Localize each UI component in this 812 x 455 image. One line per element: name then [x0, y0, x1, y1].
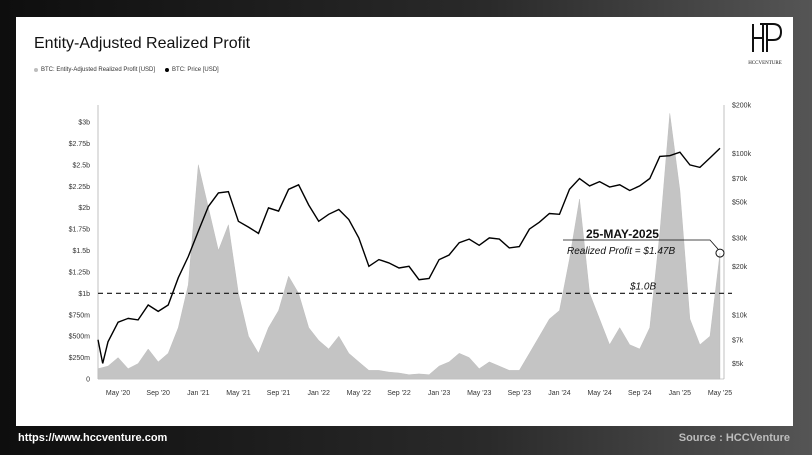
- y-left-tick-label: $2.75b: [69, 141, 91, 148]
- x-tick-label: Sep '24: [628, 390, 652, 397]
- x-tick-label: Jan '23: [428, 390, 450, 397]
- realized-profit-area: [97, 113, 721, 380]
- chart-title: Entity-Adjusted Realized Profit: [34, 35, 251, 52]
- annotation-marker: [715, 248, 725, 258]
- y-right-tick-label: $20k: [732, 264, 748, 271]
- legend: BTC: Entity-Adjusted Realized Profit [US…: [34, 67, 219, 73]
- y-left-tick-label: $2.25b: [69, 184, 91, 191]
- annotation-date: 25-MAY-2025: [586, 227, 659, 241]
- x-tick-label: Jan '24: [548, 390, 570, 397]
- x-tick-label: May '25: [708, 390, 732, 397]
- x-tick-label: Sep '22: [387, 390, 411, 397]
- legend-item-price[interactable]: BTC: Price [USD]: [165, 67, 219, 73]
- footer-source: Source : HCCVenture: [678, 432, 790, 444]
- y-right-tick-label: $5k: [732, 361, 744, 368]
- legend-label-price: BTC: Price [USD]: [172, 67, 219, 73]
- annotation-leader: [563, 239, 719, 250]
- footer-website-link[interactable]: https://www.hccventure.com: [18, 432, 168, 444]
- annotation-text: Realized Profit = $1.47B: [567, 246, 675, 257]
- price-line: [97, 147, 721, 364]
- x-tick-label: Jan '22: [308, 390, 330, 397]
- y-left-tick-label: $1.5b: [72, 248, 90, 255]
- x-tick-label: May '22: [347, 390, 371, 397]
- y-left-tick-label: $1.75b: [69, 227, 91, 234]
- x-tick-label: May '21: [226, 390, 250, 397]
- y-right-tick-label: $70k: [732, 176, 748, 183]
- x-tick-label: May '24: [587, 390, 611, 397]
- legend-item-realized-profit[interactable]: BTC: Entity-Adjusted Realized Profit [US…: [34, 67, 155, 73]
- y-left-tick-label: 0: [86, 377, 90, 384]
- y-right-tick-label: $7k: [732, 337, 744, 344]
- threshold-label: $1.0B: [629, 281, 656, 292]
- logo-text: HCCVENTURE: [748, 61, 782, 66]
- y-left-tick-label: $3b: [78, 120, 90, 127]
- x-tick-label: Sep '23: [508, 390, 532, 397]
- x-tick-label: Sep '20: [146, 390, 170, 397]
- y-left-tick-label: $250m: [69, 355, 91, 362]
- x-tick-label: Jan '21: [187, 390, 209, 397]
- y-left-tick-label: $500m: [69, 334, 91, 341]
- y-right-tick-label: $30k: [732, 235, 748, 242]
- x-tick-label: May '20: [106, 390, 130, 397]
- y-right-tick-label: $50k: [732, 200, 748, 207]
- y-left-tick-label: $1.25b: [69, 269, 91, 276]
- y-left-tick-label: $1b: [78, 291, 90, 298]
- legend-label-realized-profit: BTC: Entity-Adjusted Realized Profit [US…: [41, 67, 156, 73]
- x-tick-label: May '23: [467, 390, 491, 397]
- hccventure-logo: HCCVENTURE: [748, 23, 783, 66]
- y-right-tick-label: $100k: [732, 151, 752, 158]
- y-right-tick-label: $10k: [732, 312, 748, 319]
- x-tick-label: Jan '25: [669, 390, 691, 397]
- y-left-tick-label: $2.5b: [72, 162, 90, 169]
- legend-dot-realized-profit: [34, 68, 38, 72]
- x-tick-label: Sep '21: [267, 390, 291, 397]
- y-left-tick-label: $2b: [78, 205, 90, 212]
- y-left-tick-label: $750m: [69, 312, 91, 319]
- y-right-tick-label: $200k: [732, 103, 752, 110]
- legend-dot-price: [165, 68, 170, 72]
